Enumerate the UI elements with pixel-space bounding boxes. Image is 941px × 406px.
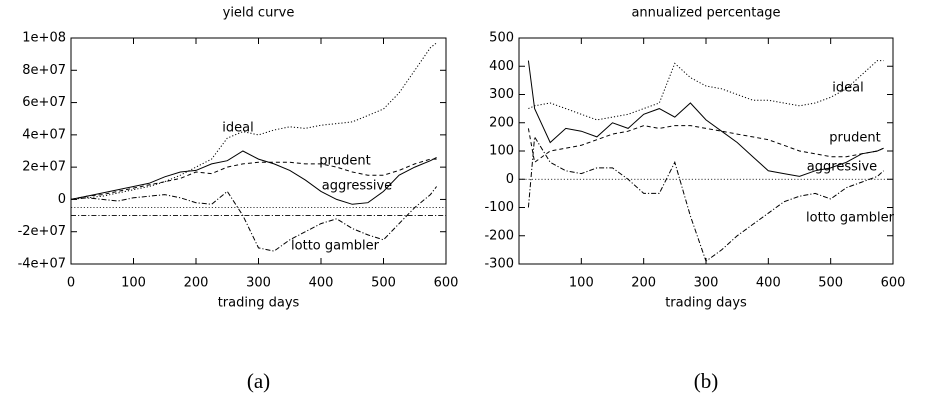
caption: (b)	[694, 369, 719, 393]
series-line	[70, 186, 437, 252]
y-tick-label: 0	[506, 172, 514, 187]
series-line	[70, 150, 437, 205]
x-tick-label: 600	[434, 276, 459, 291]
y-tick-label: 1e+08	[22, 31, 66, 46]
series-label: lotto gambler	[806, 211, 895, 226]
x-tick-label: 100	[569, 276, 594, 291]
y-tick-label: 2e+07	[22, 160, 66, 175]
y-tick-label: 0	[58, 192, 66, 207]
series-label: aggressive	[322, 179, 392, 194]
series-line	[527, 125, 884, 164]
x-tick-label: 400	[309, 276, 334, 291]
x-tick-label: 600	[881, 276, 906, 291]
series-label: prudent	[319, 154, 370, 169]
x-tick-label: 200	[184, 276, 209, 291]
chart-title: yield curve	[223, 6, 295, 21]
x-axis-label: trading days	[218, 296, 300, 311]
x-axis-label: trading days	[665, 296, 747, 311]
series-line	[528, 60, 884, 121]
plot-frame	[518, 37, 894, 265]
x-tick-label: 500	[818, 276, 843, 291]
y-tick-label: -100	[484, 200, 514, 215]
y-tick-label: 4e+07	[22, 127, 66, 142]
series-label: prudent	[829, 131, 880, 146]
y-tick-label: 6e+07	[22, 95, 66, 110]
series-line	[70, 158, 437, 200]
y-tick-label: -2e+07	[18, 224, 66, 239]
x-tick-label: 100	[121, 276, 146, 291]
series-label: ideal	[832, 81, 863, 96]
y-tick-label: 300	[489, 87, 514, 102]
x-tick-label: 300	[246, 276, 271, 291]
y-tick-label: -300	[484, 257, 514, 272]
x-tick-label: 500	[371, 276, 396, 291]
series-label: lotto gambler	[291, 239, 380, 254]
series-label: ideal	[222, 121, 253, 136]
y-tick-label: 100	[489, 144, 514, 159]
y-tick-label: 400	[489, 59, 514, 74]
chart-title: annualized percentage	[631, 6, 780, 21]
series-label: aggressive	[807, 160, 877, 175]
y-tick-label: 500	[489, 31, 514, 46]
y-tick-label: 200	[489, 115, 514, 130]
series-line	[527, 135, 884, 263]
series-line	[527, 60, 884, 177]
series-line	[70, 42, 437, 200]
x-tick-label: 300	[694, 276, 719, 291]
x-tick-label: 400	[756, 276, 781, 291]
y-tick-label: -4e+07	[18, 257, 66, 272]
x-tick-label: 0	[67, 276, 75, 291]
caption: (a)	[247, 369, 270, 393]
y-tick-label: 8e+07	[22, 63, 66, 78]
x-tick-label: 200	[631, 276, 656, 291]
plot-frame	[70, 37, 447, 265]
y-tick-label: -200	[484, 228, 514, 243]
